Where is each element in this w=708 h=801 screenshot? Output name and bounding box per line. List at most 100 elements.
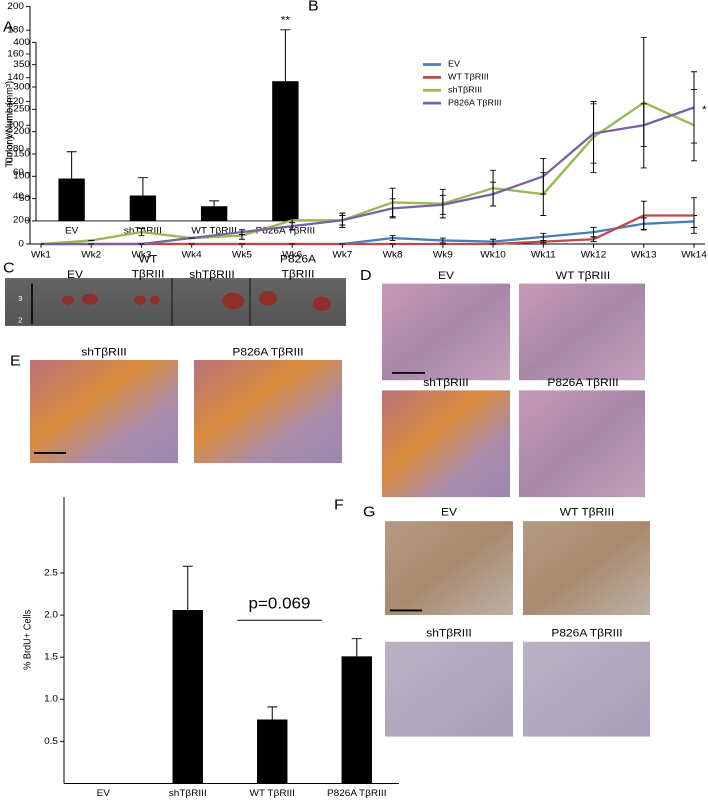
ruler-label: 2: [18, 316, 22, 325]
error-bar: [691, 71, 697, 144]
x-tick-label: Wk4: [182, 250, 203, 261]
image-label: P826A TβRIII: [547, 377, 618, 388]
y-tick-label: 0: [24, 216, 30, 227]
image-label: WT TβRIII: [560, 507, 614, 518]
x-tick-label: Wk6: [282, 250, 302, 261]
image-label: P826A TβRIII: [551, 628, 622, 639]
error-bar: [267, 706, 278, 720]
x-tick-label: shTβRIII: [169, 788, 207, 799]
error-bar: [439, 237, 446, 244]
y-tick-label: 1.0: [44, 694, 58, 705]
x-tick-label: WT TβRIII: [250, 788, 295, 799]
error-bar: [590, 103, 597, 164]
bar: [200, 206, 228, 221]
y-tick-label: 150: [13, 149, 30, 160]
legend-label: P826A TβRIII: [448, 98, 501, 108]
y-tick-label: 200: [7, 1, 24, 12]
image-label: EV: [441, 507, 457, 518]
panel-letter: C: [3, 260, 15, 276]
error-bar: [137, 177, 148, 196]
y-tick-label: 180: [7, 25, 24, 36]
x-tick-label: Wk9: [433, 250, 453, 261]
error-bar: [280, 29, 291, 82]
y-tick-label: 80: [13, 144, 24, 155]
error-bar: [540, 239, 547, 244]
image-label: EV: [438, 271, 454, 282]
y-tick-label: 300: [13, 82, 30, 93]
x-tick-label: EV: [97, 788, 111, 799]
x-tick-label: P826A TβRIII: [327, 788, 386, 799]
x-tick-label: Wk3: [131, 250, 151, 261]
error-bar: [389, 198, 396, 219]
y-axis-label: % BrdU+ Cells: [22, 610, 33, 670]
error-bar: [490, 181, 497, 207]
image-label: shTβRIII: [426, 628, 472, 639]
x-tick-label: Wk10: [480, 250, 506, 261]
panel-letter: E: [10, 353, 21, 369]
y-tick-label: 100: [7, 120, 24, 131]
panel-letter: F: [334, 497, 344, 513]
error-bar: [691, 197, 697, 234]
panel-letter: G: [363, 504, 375, 520]
error-bar: [289, 222, 296, 231]
y-tick-label: 350: [13, 59, 30, 70]
image-label: WT TβRIII: [556, 271, 610, 282]
error-bar: [540, 158, 547, 195]
annotation: p=0.069: [249, 595, 311, 612]
x-tick-label: Wk2: [81, 250, 101, 261]
bar: [341, 656, 372, 784]
error-bar: [138, 228, 145, 237]
micrographs: [30, 283, 650, 737]
error-bar: [182, 565, 193, 611]
y-tick-label: 0: [18, 239, 24, 250]
image-label: P826A: [280, 254, 316, 265]
error-bar: [339, 215, 346, 226]
image-label: EV: [67, 270, 83, 281]
x-tick-label: Wk1: [31, 250, 51, 261]
panel-letter: A: [3, 19, 14, 35]
bar: [172, 610, 203, 784]
x-tick-label: Wk8: [383, 250, 403, 261]
image-label: TβRIII: [282, 269, 315, 280]
series-line: [40, 101, 695, 246]
x-tick-label: Wk5: [232, 250, 252, 261]
y-tick-label: 200: [13, 126, 30, 137]
y-tick-label: 40: [13, 191, 24, 202]
y-axis-label: Colony Number: [4, 99, 15, 164]
image-label: TβRIII: [132, 269, 165, 280]
image-label: P826A TβRIII: [232, 347, 303, 358]
error-bar: [209, 200, 220, 207]
error-bar: [66, 151, 77, 179]
annotation: *: [702, 104, 707, 115]
legend-label: EV: [448, 59, 460, 69]
y-tick-label: 120: [7, 96, 24, 107]
error-bar: [389, 235, 396, 241]
y-tick-label: 2.0: [44, 610, 58, 621]
error-bar: [351, 638, 362, 657]
x-tick-label: Wk12: [581, 250, 607, 261]
bar: [129, 195, 157, 221]
x-tick-label: EV: [65, 226, 79, 237]
x-tick-label: WT TβRIII: [191, 226, 236, 237]
error-bar: [439, 194, 446, 215]
error-bar: [590, 236, 597, 243]
y-tick-label: 50: [19, 193, 30, 204]
y-tick-label: 400: [13, 37, 30, 48]
x-tick-label: Wk14: [681, 250, 707, 261]
series-line: [41, 106, 695, 246]
image-label: shTβRIII: [81, 347, 127, 358]
image-label: shTβRIII: [189, 270, 235, 281]
error-bar: [640, 103, 647, 148]
image-label: WT: [139, 254, 158, 265]
legend-label: shTβRIII: [448, 85, 482, 95]
image-label: shTβRIII: [423, 377, 469, 388]
ruler-label: 3: [18, 294, 22, 303]
x-tick-label: Wk11: [531, 250, 556, 261]
error-bar: [238, 229, 245, 235]
y-tick-label: 160: [7, 49, 24, 60]
annotation: **: [281, 15, 291, 26]
photo-strip: [5, 278, 346, 326]
panel-letter: B: [308, 0, 319, 14]
legend-label: WT TβRIII: [448, 72, 489, 82]
